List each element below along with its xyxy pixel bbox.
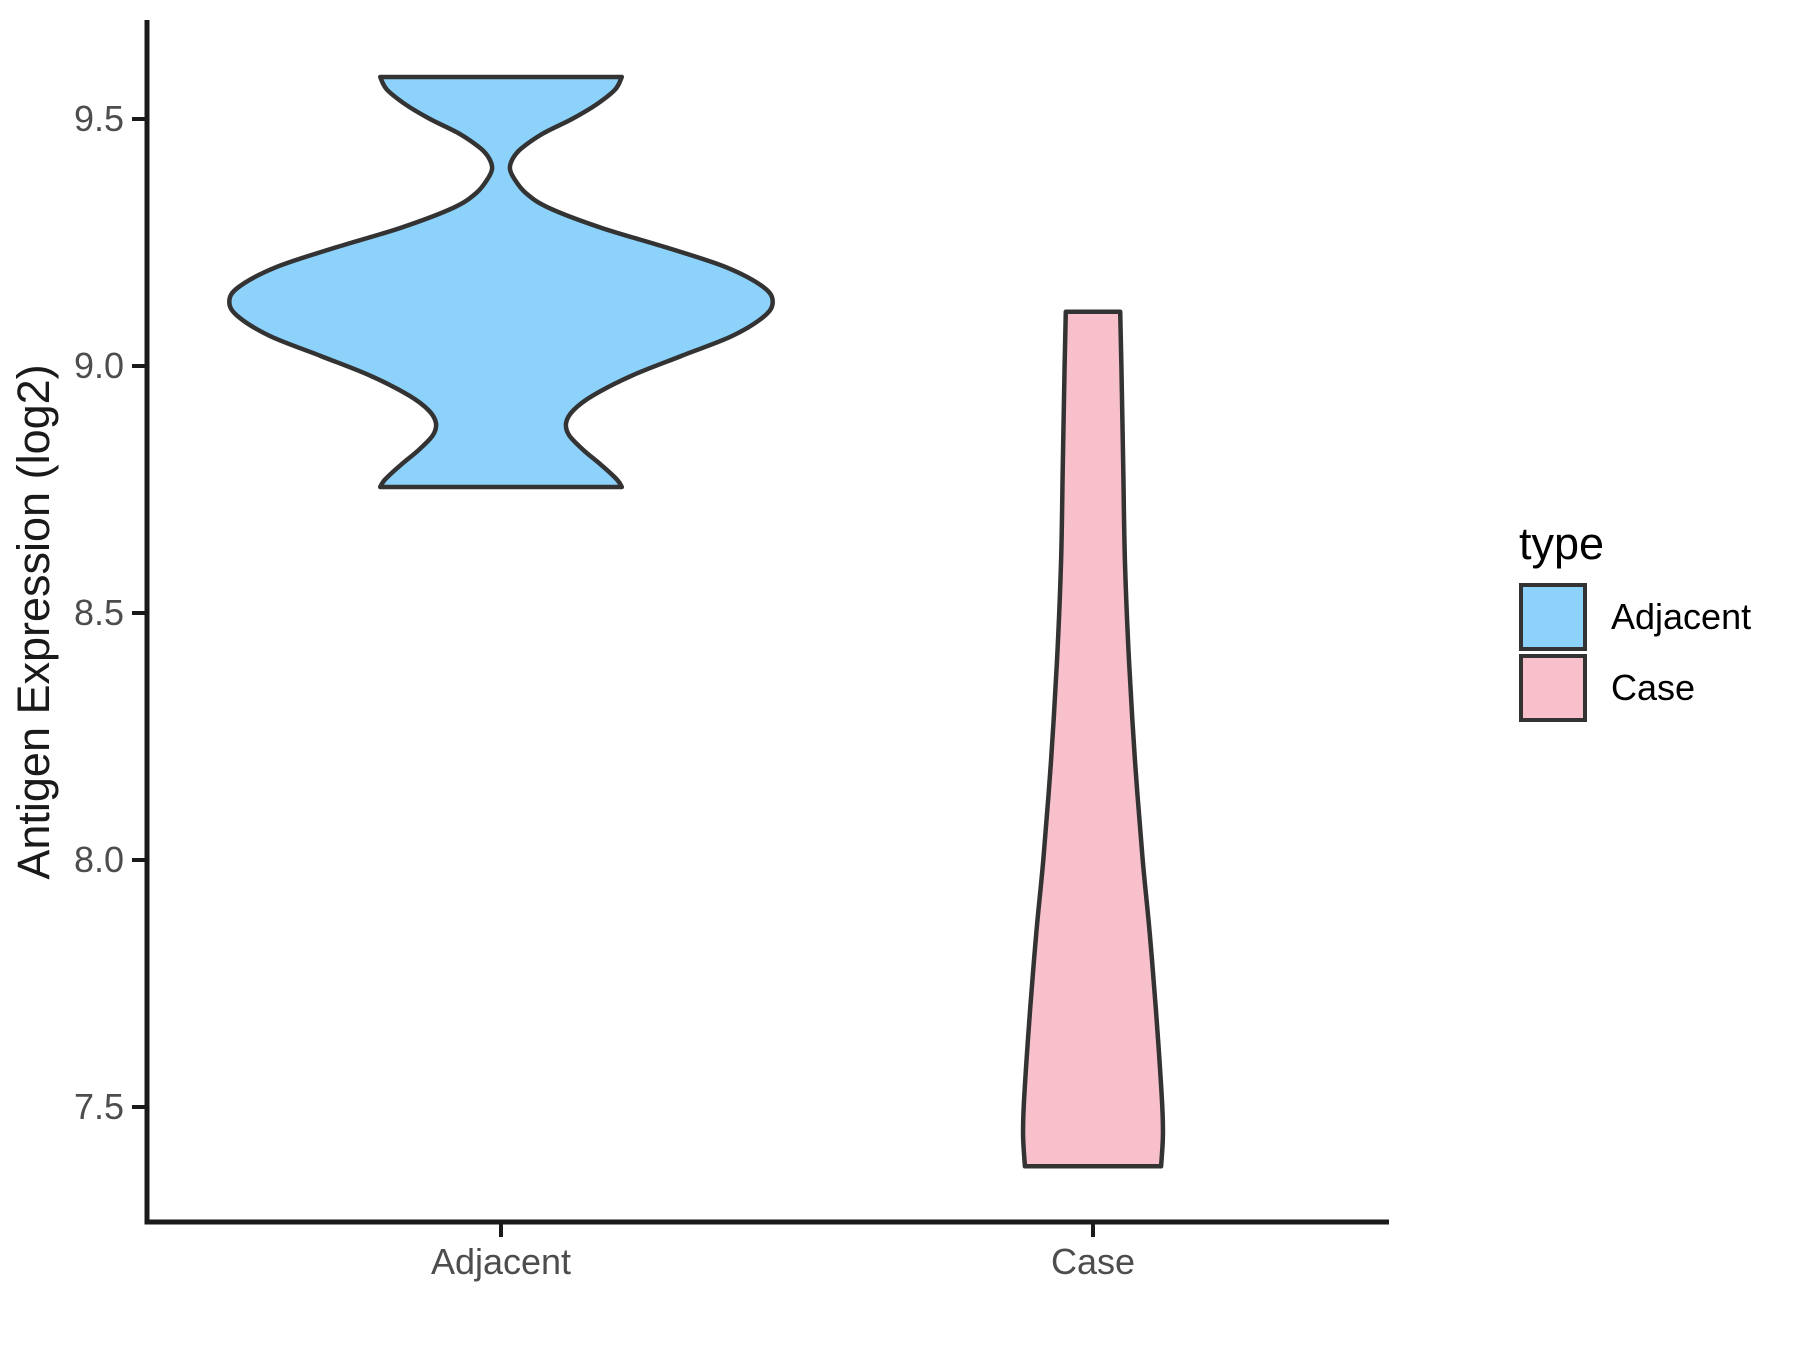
y-tick-label: 9.0: [73, 345, 124, 386]
violin-case: [1020, 309, 1166, 1169]
y-tick-label: 8.0: [73, 839, 124, 880]
legend-title: type: [1519, 518, 1605, 569]
y-tick-label: 7.5: [73, 1086, 124, 1127]
legend-swatch-adjacent: [1519, 583, 1587, 651]
x-tick-label-case: Case: [1050, 1241, 1136, 1282]
x-tick-label-adjacent: Adjacent: [430, 1241, 572, 1282]
legend-label-adjacent: Adjacent: [1611, 596, 1752, 637]
legend: type Adjacent Case: [1519, 518, 1751, 725]
y-tick-label: 8.5: [73, 592, 124, 633]
legend-row-case: Case: [1519, 654, 1751, 722]
violin-adjacent: [227, 74, 775, 490]
y-tick-label: 9.5: [73, 98, 124, 139]
legend-label-case: Case: [1611, 667, 1696, 708]
legend-row-adjacent: Adjacent: [1519, 583, 1751, 651]
legend-swatch-case: [1519, 654, 1587, 722]
x-tick-marks: [499, 1224, 1095, 1237]
y-tick-marks: [132, 117, 145, 1109]
